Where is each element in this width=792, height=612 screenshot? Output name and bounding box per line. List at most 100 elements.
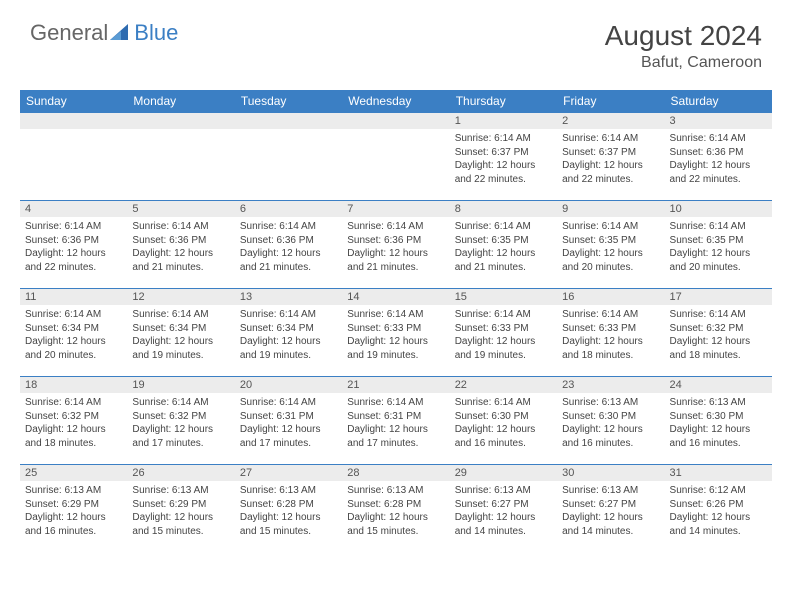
header: General Blue August 2024 Bafut, Cameroon bbox=[0, 0, 792, 82]
weekday-header: Sunday bbox=[20, 90, 127, 113]
day-number: 30 bbox=[557, 465, 664, 481]
calendar-week-row: 4Sunrise: 6:14 AMSunset: 6:36 PMDaylight… bbox=[20, 201, 772, 289]
day-number: 11 bbox=[20, 289, 127, 305]
day-number: 12 bbox=[127, 289, 234, 305]
calendar-cell: 19Sunrise: 6:14 AMSunset: 6:32 PMDayligh… bbox=[127, 377, 234, 465]
calendar-week-row: 11Sunrise: 6:14 AMSunset: 6:34 PMDayligh… bbox=[20, 289, 772, 377]
calendar-week-row: 18Sunrise: 6:14 AMSunset: 6:32 PMDayligh… bbox=[20, 377, 772, 465]
day-number: 16 bbox=[557, 289, 664, 305]
calendar-cell: 22Sunrise: 6:14 AMSunset: 6:30 PMDayligh… bbox=[450, 377, 557, 465]
day-details: Sunrise: 6:13 AMSunset: 6:28 PMDaylight:… bbox=[235, 481, 342, 540]
day-details: Sunrise: 6:13 AMSunset: 6:27 PMDaylight:… bbox=[450, 481, 557, 540]
day-details: Sunrise: 6:14 AMSunset: 6:33 PMDaylight:… bbox=[450, 305, 557, 364]
calendar-cell: 31Sunrise: 6:12 AMSunset: 6:26 PMDayligh… bbox=[665, 465, 772, 553]
calendar-cell: 27Sunrise: 6:13 AMSunset: 6:28 PMDayligh… bbox=[235, 465, 342, 553]
day-details: Sunrise: 6:14 AMSunset: 6:35 PMDaylight:… bbox=[557, 217, 664, 276]
calendar-cell: 15Sunrise: 6:14 AMSunset: 6:33 PMDayligh… bbox=[450, 289, 557, 377]
calendar-cell: 10Sunrise: 6:14 AMSunset: 6:35 PMDayligh… bbox=[665, 201, 772, 289]
day-details: Sunrise: 6:14 AMSunset: 6:32 PMDaylight:… bbox=[20, 393, 127, 452]
day-number: 31 bbox=[665, 465, 772, 481]
calendar-cell: 2Sunrise: 6:14 AMSunset: 6:37 PMDaylight… bbox=[557, 113, 664, 201]
calendar-header-row: SundayMondayTuesdayWednesdayThursdayFrid… bbox=[20, 90, 772, 113]
logo-text-2: Blue bbox=[134, 20, 178, 46]
day-details: Sunrise: 6:12 AMSunset: 6:26 PMDaylight:… bbox=[665, 481, 772, 540]
calendar-cell: 4Sunrise: 6:14 AMSunset: 6:36 PMDaylight… bbox=[20, 201, 127, 289]
day-number: 28 bbox=[342, 465, 449, 481]
calendar-cell: 9Sunrise: 6:14 AMSunset: 6:35 PMDaylight… bbox=[557, 201, 664, 289]
weekday-header: Friday bbox=[557, 90, 664, 113]
calendar-cell: 6Sunrise: 6:14 AMSunset: 6:36 PMDaylight… bbox=[235, 201, 342, 289]
day-details: Sunrise: 6:13 AMSunset: 6:27 PMDaylight:… bbox=[557, 481, 664, 540]
day-number: 9 bbox=[557, 201, 664, 217]
calendar-cell: 1Sunrise: 6:14 AMSunset: 6:37 PMDaylight… bbox=[450, 113, 557, 201]
day-number: 23 bbox=[557, 377, 664, 393]
day-details: Sunrise: 6:14 AMSunset: 6:35 PMDaylight:… bbox=[450, 217, 557, 276]
calendar-cell: 25Sunrise: 6:13 AMSunset: 6:29 PMDayligh… bbox=[20, 465, 127, 553]
day-details: Sunrise: 6:14 AMSunset: 6:37 PMDaylight:… bbox=[450, 129, 557, 188]
day-number: 26 bbox=[127, 465, 234, 481]
day-number: 18 bbox=[20, 377, 127, 393]
day-number: 20 bbox=[235, 377, 342, 393]
calendar-cell: 3Sunrise: 6:14 AMSunset: 6:36 PMDaylight… bbox=[665, 113, 772, 201]
day-number-empty bbox=[20, 113, 127, 129]
day-details: Sunrise: 6:14 AMSunset: 6:36 PMDaylight:… bbox=[20, 217, 127, 276]
calendar-cell: 23Sunrise: 6:13 AMSunset: 6:30 PMDayligh… bbox=[557, 377, 664, 465]
calendar-cell bbox=[127, 113, 234, 201]
day-details: Sunrise: 6:14 AMSunset: 6:31 PMDaylight:… bbox=[235, 393, 342, 452]
day-details: Sunrise: 6:14 AMSunset: 6:33 PMDaylight:… bbox=[557, 305, 664, 364]
logo-text-1: General bbox=[30, 20, 108, 46]
day-details: Sunrise: 6:14 AMSunset: 6:30 PMDaylight:… bbox=[450, 393, 557, 452]
day-details: Sunrise: 6:13 AMSunset: 6:28 PMDaylight:… bbox=[342, 481, 449, 540]
calendar-cell: 8Sunrise: 6:14 AMSunset: 6:35 PMDaylight… bbox=[450, 201, 557, 289]
day-details: Sunrise: 6:14 AMSunset: 6:34 PMDaylight:… bbox=[127, 305, 234, 364]
day-number-empty bbox=[127, 113, 234, 129]
calendar-cell: 24Sunrise: 6:13 AMSunset: 6:30 PMDayligh… bbox=[665, 377, 772, 465]
day-details: Sunrise: 6:14 AMSunset: 6:35 PMDaylight:… bbox=[665, 217, 772, 276]
calendar-table: SundayMondayTuesdayWednesdayThursdayFrid… bbox=[20, 90, 772, 553]
day-number: 29 bbox=[450, 465, 557, 481]
day-details: Sunrise: 6:13 AMSunset: 6:29 PMDaylight:… bbox=[127, 481, 234, 540]
day-number: 19 bbox=[127, 377, 234, 393]
day-number: 27 bbox=[235, 465, 342, 481]
day-number: 5 bbox=[127, 201, 234, 217]
day-number: 17 bbox=[665, 289, 772, 305]
logo-sail-icon bbox=[110, 24, 132, 42]
calendar-cell: 26Sunrise: 6:13 AMSunset: 6:29 PMDayligh… bbox=[127, 465, 234, 553]
calendar-cell: 20Sunrise: 6:14 AMSunset: 6:31 PMDayligh… bbox=[235, 377, 342, 465]
day-number: 15 bbox=[450, 289, 557, 305]
calendar-cell: 13Sunrise: 6:14 AMSunset: 6:34 PMDayligh… bbox=[235, 289, 342, 377]
day-details: Sunrise: 6:14 AMSunset: 6:36 PMDaylight:… bbox=[127, 217, 234, 276]
day-number-empty bbox=[235, 113, 342, 129]
calendar-cell: 11Sunrise: 6:14 AMSunset: 6:34 PMDayligh… bbox=[20, 289, 127, 377]
day-details: Sunrise: 6:13 AMSunset: 6:30 PMDaylight:… bbox=[557, 393, 664, 452]
day-details: Sunrise: 6:14 AMSunset: 6:32 PMDaylight:… bbox=[127, 393, 234, 452]
weekday-header: Wednesday bbox=[342, 90, 449, 113]
day-number: 14 bbox=[342, 289, 449, 305]
calendar-cell: 29Sunrise: 6:13 AMSunset: 6:27 PMDayligh… bbox=[450, 465, 557, 553]
logo: General Blue bbox=[30, 20, 178, 46]
calendar-cell: 17Sunrise: 6:14 AMSunset: 6:32 PMDayligh… bbox=[665, 289, 772, 377]
calendar-cell bbox=[235, 113, 342, 201]
day-number-empty bbox=[342, 113, 449, 129]
calendar-cell: 7Sunrise: 6:14 AMSunset: 6:36 PMDaylight… bbox=[342, 201, 449, 289]
calendar-week-row: 25Sunrise: 6:13 AMSunset: 6:29 PMDayligh… bbox=[20, 465, 772, 553]
day-details: Sunrise: 6:14 AMSunset: 6:36 PMDaylight:… bbox=[235, 217, 342, 276]
day-details: Sunrise: 6:14 AMSunset: 6:36 PMDaylight:… bbox=[342, 217, 449, 276]
day-details: Sunrise: 6:14 AMSunset: 6:31 PMDaylight:… bbox=[342, 393, 449, 452]
calendar-week-row: 1Sunrise: 6:14 AMSunset: 6:37 PMDaylight… bbox=[20, 113, 772, 201]
calendar-cell: 18Sunrise: 6:14 AMSunset: 6:32 PMDayligh… bbox=[20, 377, 127, 465]
day-details: Sunrise: 6:14 AMSunset: 6:33 PMDaylight:… bbox=[342, 305, 449, 364]
calendar-cell bbox=[20, 113, 127, 201]
day-number: 10 bbox=[665, 201, 772, 217]
title-block: August 2024 Bafut, Cameroon bbox=[605, 20, 762, 72]
calendar-body: 1Sunrise: 6:14 AMSunset: 6:37 PMDaylight… bbox=[20, 113, 772, 553]
day-number: 8 bbox=[450, 201, 557, 217]
day-number: 25 bbox=[20, 465, 127, 481]
weekday-header: Tuesday bbox=[235, 90, 342, 113]
month-title: August 2024 bbox=[605, 20, 762, 52]
calendar-cell: 16Sunrise: 6:14 AMSunset: 6:33 PMDayligh… bbox=[557, 289, 664, 377]
calendar-cell: 21Sunrise: 6:14 AMSunset: 6:31 PMDayligh… bbox=[342, 377, 449, 465]
day-details: Sunrise: 6:14 AMSunset: 6:34 PMDaylight:… bbox=[20, 305, 127, 364]
day-details: Sunrise: 6:13 AMSunset: 6:29 PMDaylight:… bbox=[20, 481, 127, 540]
day-number: 1 bbox=[450, 113, 557, 129]
